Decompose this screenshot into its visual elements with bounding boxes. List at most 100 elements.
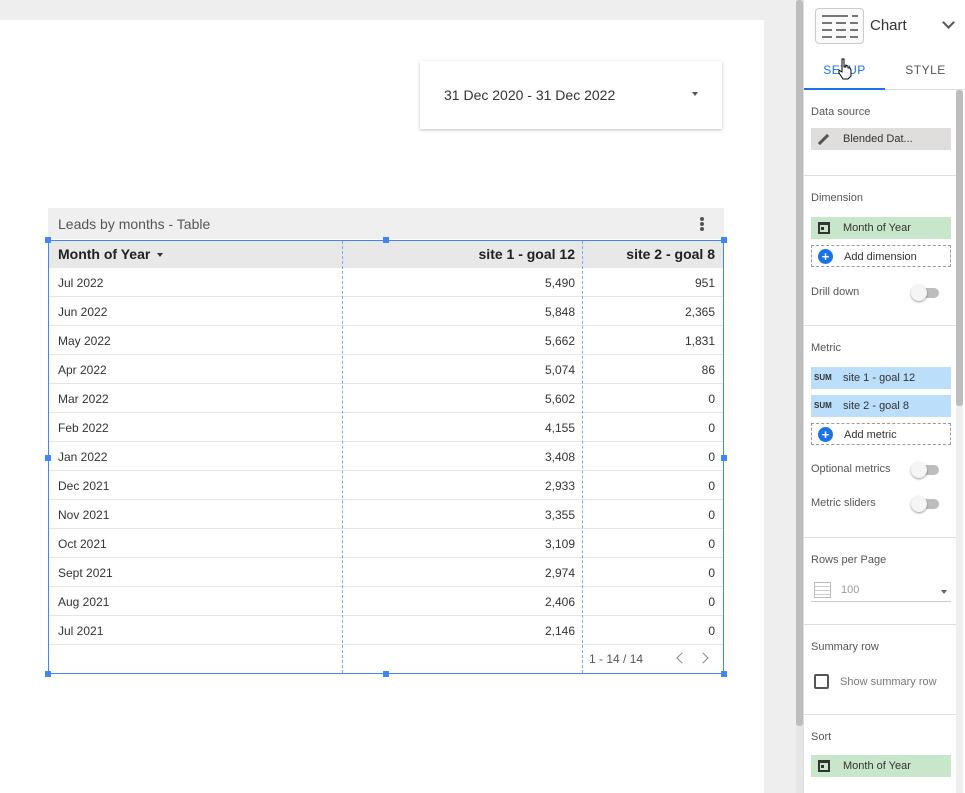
- table-row[interactable]: Aug 2021 2,406 0: [49, 587, 723, 616]
- column-header-site1[interactable]: site 1 - goal 12: [478, 246, 575, 262]
- table-cell: Dec 2021: [58, 479, 110, 493]
- summary-row-checkbox-label[interactable]: Show summary row: [840, 676, 937, 688]
- table-cell: 0: [708, 479, 715, 493]
- caret-down-icon[interactable]: [692, 92, 698, 96]
- chart-type-label: Chart: [870, 17, 907, 34]
- scrollbar-thumb[interactable]: [796, 0, 803, 726]
- resize-handle[interactable]: [721, 455, 727, 461]
- section-title-summary-row: Summary row: [811, 641, 879, 653]
- table-chart-icon[interactable]: [815, 8, 864, 44]
- canvas-scrollbar[interactable]: [796, 0, 803, 793]
- section-title-data-source: Data source: [811, 106, 871, 118]
- table-cell: 3,355: [544, 508, 575, 522]
- calendar-icon: [818, 760, 830, 772]
- table-cell: Jan 2022: [58, 450, 108, 464]
- table-header-row: Month of Year site 1 - goal 12 site 2 - …: [49, 241, 723, 268]
- summary-row-checkbox[interactable]: [814, 674, 829, 689]
- date-range-control[interactable]: 31 Dec 2020 - 31 Dec 2022: [420, 61, 722, 129]
- rows-per-page-select[interactable]: 100: [811, 580, 951, 602]
- section-title-metric: Metric: [811, 342, 841, 354]
- table-cell: 0: [708, 508, 715, 522]
- table-cell: 5,848: [544, 305, 575, 319]
- table-row[interactable]: Jul 2022 5,490 951: [49, 268, 723, 297]
- table-cell: Oct 2021: [58, 537, 107, 551]
- optional-metrics-label: Optional metrics: [811, 463, 891, 475]
- table-cell: 2,974: [544, 566, 575, 580]
- table-cell: 3,109: [544, 537, 575, 551]
- data-table[interactable]: Month of Year site 1 - goal 12 site 2 - …: [45, 237, 727, 677]
- section-title-sort: Sort: [811, 731, 832, 743]
- table-rows-icon: [814, 582, 831, 598]
- metric-sliders-label: Metric sliders: [811, 497, 876, 509]
- hand-cursor-icon: [838, 58, 852, 80]
- resize-handle[interactable]: [45, 237, 51, 243]
- table-cell: Mar 2022: [58, 392, 109, 406]
- caret-down-icon[interactable]: [941, 590, 947, 594]
- table-cell: 0: [708, 566, 715, 580]
- panel-body: Data source Blended Dat... Dimension Mon…: [804, 90, 965, 793]
- table-row[interactable]: Jun 2022 5,848 2,365: [49, 297, 723, 326]
- table-row[interactable]: Apr 2022 5,074 86: [49, 355, 723, 384]
- table-row[interactable]: Mar 2022 5,602 0: [49, 384, 723, 413]
- table-cell: 86: [701, 363, 715, 377]
- drill-down-label: Drill down: [811, 286, 860, 298]
- add-dimension-button[interactable]: + Add dimension: [811, 245, 951, 267]
- table-cell: Aug 2021: [58, 595, 110, 609]
- chevron-right-icon[interactable]: [697, 652, 709, 664]
- table-row[interactable]: Jul 2021 2,146 0: [49, 616, 723, 645]
- section-title-rows-per-page: Rows per Page: [811, 554, 887, 566]
- panel-tabs: SETUP STYLE: [804, 52, 965, 90]
- table-row[interactable]: Dec 2021 2,933 0: [49, 471, 723, 500]
- pencil-icon[interactable]: [817, 133, 830, 146]
- resize-handle[interactable]: [383, 237, 389, 243]
- metric-sliders-toggle[interactable]: [911, 496, 939, 512]
- tab-style[interactable]: STYLE: [905, 63, 946, 77]
- sort-chip[interactable]: Month of Year: [811, 755, 951, 777]
- chevron-left-icon[interactable]: [676, 652, 688, 664]
- table-cell: Nov 2021: [58, 508, 110, 522]
- resize-handle[interactable]: [383, 671, 389, 677]
- table-cell: 0: [708, 624, 715, 638]
- table-row[interactable]: May 2022 5,662 1,831: [49, 326, 723, 355]
- chevron-down-icon[interactable]: [942, 16, 955, 29]
- table-row[interactable]: Jan 2022 3,408 0: [49, 442, 723, 471]
- column-header-site2[interactable]: site 2 - goal 8: [626, 246, 715, 262]
- dimension-chip[interactable]: Month of Year: [811, 217, 951, 239]
- table-cell: Apr 2022: [58, 363, 107, 377]
- report-canvas: 31 Dec 2020 - 31 Dec 2022 Leads by month…: [0, 20, 764, 793]
- add-icon: +: [818, 427, 833, 442]
- table-cell: 5,602: [544, 392, 575, 406]
- table-cell: 5,074: [544, 363, 575, 377]
- table-row[interactable]: Feb 2022 4,155 0: [49, 413, 723, 442]
- table-row[interactable]: Oct 2021 3,109 0: [49, 529, 723, 558]
- table-cell: 4,155: [544, 421, 575, 435]
- calendar-icon: [818, 222, 830, 234]
- table-cell: May 2022: [58, 334, 111, 348]
- more-vert-icon[interactable]: [700, 217, 704, 231]
- table-row[interactable]: Nov 2021 3,355 0: [49, 500, 723, 529]
- sort-desc-icon[interactable]: [157, 253, 164, 258]
- add-metric-button[interactable]: + Add metric: [811, 423, 951, 445]
- resize-handle[interactable]: [45, 455, 51, 461]
- scrollbar-thumb[interactable]: [956, 90, 963, 406]
- panel-scrollbar[interactable]: [956, 90, 963, 793]
- table-cell: 0: [708, 595, 715, 609]
- resize-handle[interactable]: [721, 671, 727, 677]
- column-divider: [342, 241, 343, 673]
- metric-chip[interactable]: SUM site 1 - goal 12: [811, 367, 951, 389]
- table-cell: Jun 2022: [58, 305, 108, 319]
- metric-chip[interactable]: SUM site 2 - goal 8: [811, 395, 951, 417]
- drill-down-toggle[interactable]: [911, 285, 939, 301]
- add-icon: +: [818, 249, 833, 264]
- data-source-chip[interactable]: Blended Dat...: [811, 128, 951, 150]
- optional-metrics-toggle[interactable]: [911, 462, 939, 478]
- table-row[interactable]: Sept 2021 2,974 0: [49, 558, 723, 587]
- column-header-month[interactable]: Month of Year: [58, 246, 164, 262]
- panel-header: Chart: [804, 0, 965, 52]
- resize-handle[interactable]: [45, 671, 51, 677]
- pagination-text: 1 - 14 / 14: [589, 652, 644, 666]
- section-title-dimension: Dimension: [811, 192, 863, 204]
- table-cell: 0: [708, 450, 715, 464]
- table-cell: Sept 2021: [58, 566, 113, 580]
- resize-handle[interactable]: [721, 237, 727, 243]
